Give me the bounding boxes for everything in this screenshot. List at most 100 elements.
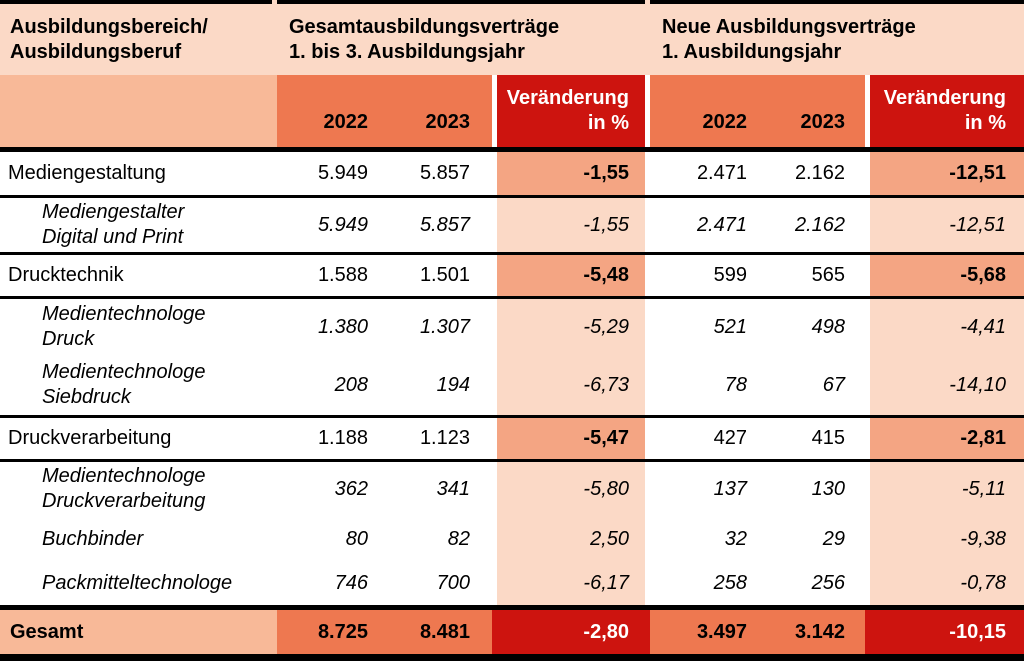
- value-new-2022: 427: [713, 427, 747, 449]
- value-new-2022: 78: [724, 373, 747, 396]
- header-total-2022: 2022: [277, 75, 390, 147]
- header-new-change: Veränderung in %: [870, 75, 1024, 147]
- total-total-2023: 8.481: [390, 610, 492, 654]
- value-total-2023: 341: [436, 477, 470, 500]
- value-total-2023: 194: [436, 373, 470, 396]
- value-new-change: -5,11: [870, 462, 1024, 516]
- table-row-sub: Buchbinder 80 82 2,50 32 29 -9,38: [0, 516, 1024, 562]
- value-total-change: -1,55: [497, 152, 645, 195]
- value-new-2022: 258: [713, 572, 747, 594]
- value-total-2023: 5.857: [419, 213, 470, 236]
- value-new-2023: 565: [811, 264, 845, 286]
- header-new-2022: 2022: [650, 75, 775, 147]
- table-row-sub: Medientechnologe Siebdruck 208 194 -6,73…: [0, 355, 1024, 418]
- value-total-change: -5,29: [497, 299, 645, 355]
- header-blank-cell: [0, 75, 277, 147]
- value-new-2022: 137: [713, 477, 747, 500]
- value-total-2023: 1.307: [419, 315, 470, 338]
- value-total-change: -1,55: [497, 198, 645, 252]
- value-new-2023: 256: [811, 572, 845, 594]
- row-label: Mediengestalter Digital und Print: [42, 201, 185, 248]
- column-gutter: [645, 75, 650, 147]
- table-row-category: Mediengestaltung 5.949 5.857 -1,55 2.471…: [0, 152, 1024, 198]
- value-new-change: -2,81: [870, 418, 1024, 459]
- value-total-change: 2,50: [497, 516, 645, 562]
- value-new-2023: 498: [811, 315, 845, 338]
- header-group-total-contracts: Gesamtausbildungsverträge 1. bis 3. Ausb…: [277, 0, 645, 75]
- table-row-sub: Packmitteltechnologe 746 700 -6,17 258 2…: [0, 562, 1024, 610]
- value-new-2022: 521: [713, 315, 747, 338]
- header-total-change: Veränderung in %: [497, 75, 645, 147]
- value-total-2022: 362: [334, 477, 368, 500]
- row-label: Medientechnologe Druckverarbeitung: [42, 465, 206, 512]
- value-new-change: -12,51: [870, 198, 1024, 252]
- value-total-change: -6,17: [497, 562, 645, 605]
- value-total-2022: 1.188: [317, 427, 368, 449]
- value-total-change: -5,80: [497, 462, 645, 516]
- row-label: Buchbinder: [42, 527, 144, 550]
- total-new-change: -10,15: [870, 610, 1024, 654]
- value-new-change: -0,78: [870, 562, 1024, 605]
- row-label: Druckverarbeitung: [8, 427, 172, 449]
- value-new-change: -4,41: [870, 299, 1024, 355]
- value-total-change: -5,47: [497, 418, 645, 459]
- value-total-2023: 82: [447, 527, 470, 550]
- value-new-2023: 2.162: [794, 213, 845, 236]
- value-new-change: -14,10: [870, 355, 1024, 415]
- row-label: Mediengestaltung: [8, 162, 166, 184]
- value-new-change: -12,51: [870, 152, 1024, 195]
- value-total-2023: 700: [436, 572, 470, 594]
- row-label: Medientechnologe Druck: [42, 303, 206, 350]
- value-new-2022: 32: [724, 527, 747, 550]
- column-gutter: [492, 610, 497, 654]
- value-new-change: -5,68: [870, 255, 1024, 296]
- header-year-row: 2022 2023 Veränderung in % 2022 2023 Ver…: [0, 75, 1024, 152]
- header-total-2023: 2023: [390, 75, 492, 147]
- column-gutter: [492, 75, 497, 147]
- value-total-change: -5,48: [497, 255, 645, 296]
- value-total-2022: 208: [334, 373, 368, 396]
- value-new-2023: 415: [811, 427, 845, 449]
- column-gutter: [272, 0, 277, 75]
- value-new-2023: 29: [822, 527, 845, 550]
- table-row-sub: Medientechnologe Druckverarbeitung 362 3…: [0, 462, 1024, 516]
- header-col1-title: Ausbildungsbereich/ Ausbildungsberuf: [0, 0, 272, 75]
- header-group-row: Ausbildungsbereich/ Ausbildungsberuf Ges…: [0, 0, 1024, 75]
- total-new-2022: 3.497: [650, 610, 775, 654]
- total-new-2023: 3.142: [775, 610, 865, 654]
- row-label: Medientechnologe Siebdruck: [42, 361, 206, 408]
- value-total-2023: 1.123: [419, 427, 470, 449]
- value-new-2022: 2.471: [696, 162, 747, 184]
- value-total-2022: 80: [345, 527, 368, 550]
- value-new-2023: 67: [822, 373, 845, 396]
- row-label: Packmitteltechnologe: [42, 572, 233, 594]
- value-total-2022: 746: [334, 572, 368, 594]
- value-new-2023: 2.162: [794, 162, 845, 184]
- value-new-2023: 130: [811, 477, 845, 500]
- column-gutter: [645, 0, 650, 75]
- value-total-2022: 5.949: [317, 213, 368, 236]
- table-row-sub: Medientechnologe Druck 1.380 1.307 -5,29…: [0, 299, 1024, 355]
- column-gutter: [865, 610, 870, 654]
- value-total-change: -6,73: [497, 355, 645, 415]
- value-total-2023: 5.857: [419, 162, 470, 184]
- value-new-change: -9,38: [870, 516, 1024, 562]
- table-row-category: Druckverarbeitung 1.188 1.123 -5,47 427 …: [0, 418, 1024, 462]
- value-total-2022: 5.949: [317, 162, 368, 184]
- value-total-2022: 1.380: [317, 315, 368, 338]
- total-total-2022: 8.725: [277, 610, 390, 654]
- table-row-category: Drucktechnik 1.588 1.501 -5,48 599 565 -…: [0, 255, 1024, 299]
- header-new-2023: 2023: [775, 75, 865, 147]
- row-label: Drucktechnik: [8, 264, 124, 286]
- table-row-total: Gesamt 8.725 8.481 -2,80 3.497 3.142 -10…: [0, 610, 1024, 654]
- value-total-2023: 1.501: [419, 264, 470, 286]
- header-group-new-contracts: Neue Ausbildungsverträge 1. Ausbildungsj…: [650, 0, 1024, 75]
- total-label: Gesamt: [0, 610, 277, 654]
- total-total-change: -2,80: [497, 610, 645, 654]
- value-total-2022: 1.588: [317, 264, 368, 286]
- table-row-sub: Mediengestalter Digital und Print 5.949 …: [0, 198, 1024, 255]
- column-gutter: [865, 75, 870, 147]
- value-new-2022: 2.471: [696, 213, 747, 236]
- value-new-2022: 599: [713, 264, 747, 286]
